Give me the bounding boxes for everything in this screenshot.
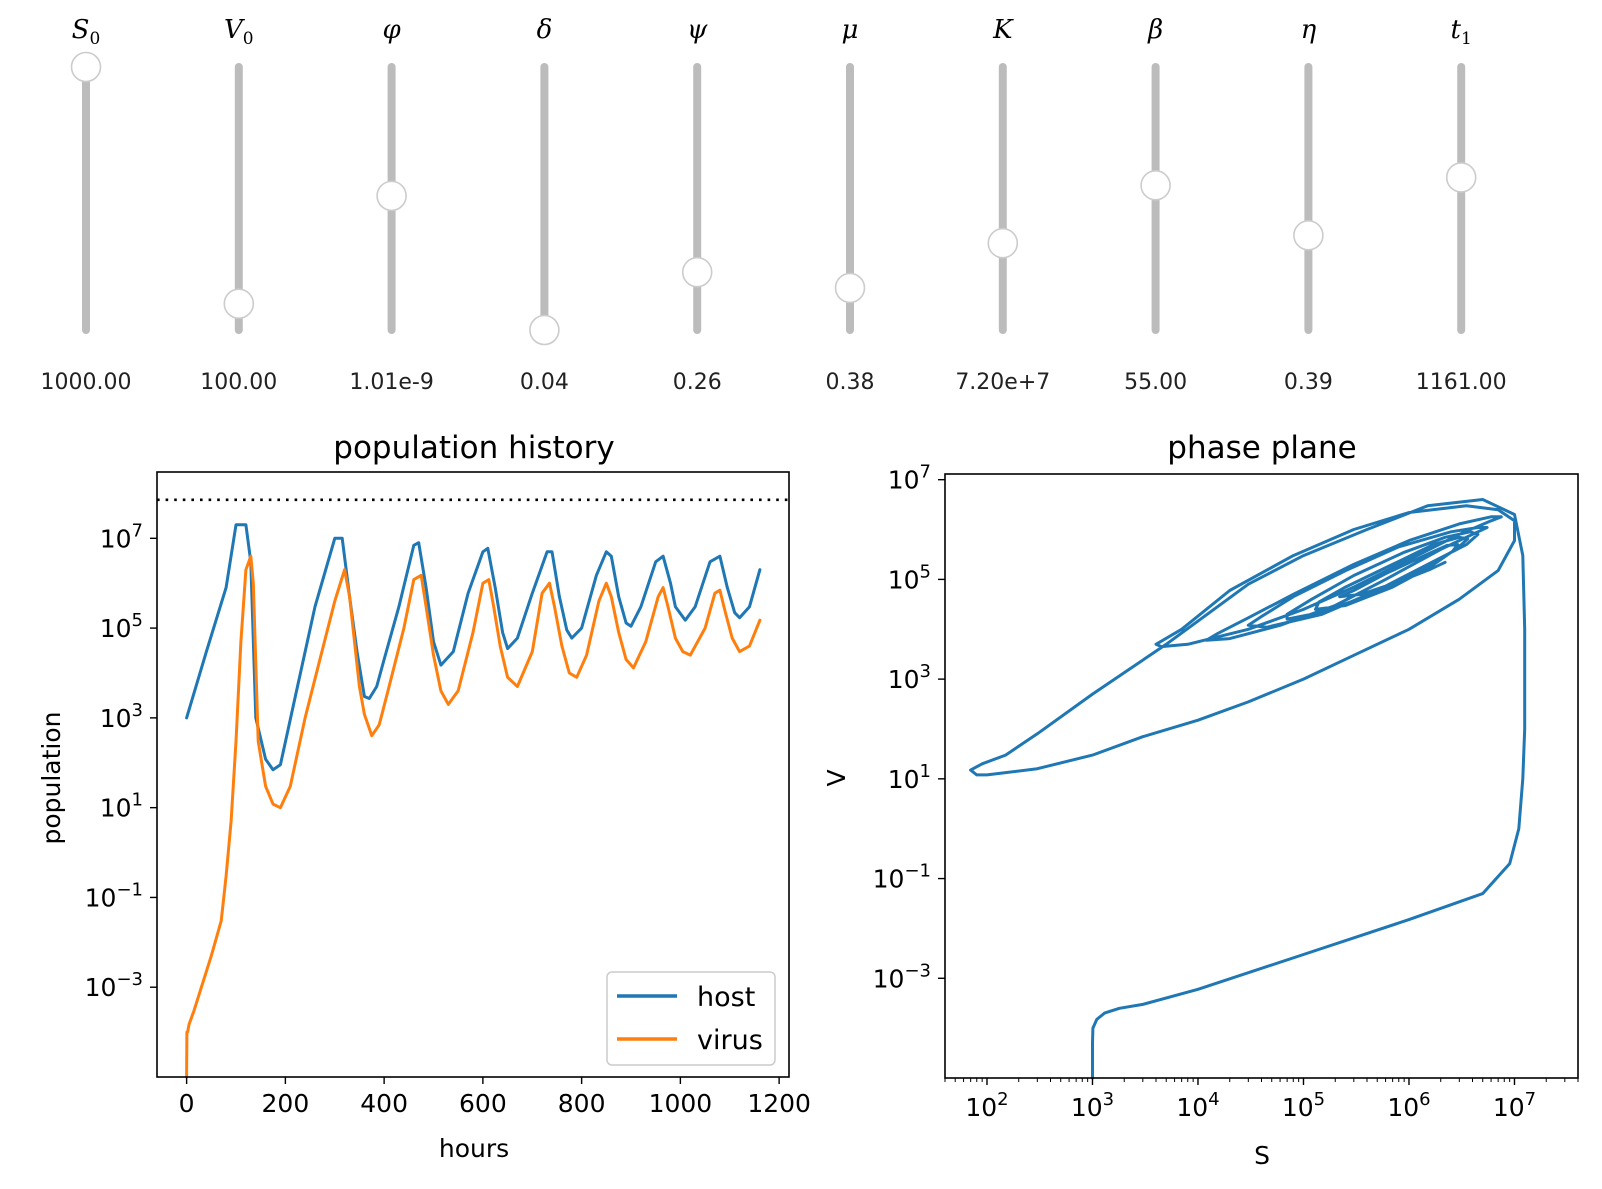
slider[interactable]: t1 1161.00 <box>1416 15 1507 395</box>
slider[interactable]: β 55.00 <box>1124 15 1187 395</box>
chart-title: phase plane <box>1167 430 1356 466</box>
slider[interactable]: K 7.20e+7 <box>955 15 1050 395</box>
slider-symbol: β <box>1147 15 1163 45</box>
slider-value: 55.00 <box>1124 370 1187 395</box>
tick-label: 104 <box>1176 1089 1219 1122</box>
slider-symbol: S0 <box>72 15 101 49</box>
parameter-sliders: S0 1000.00 V0 100.00 φ 1.01e-9 δ 0.04 ψ 0.26 μ 0.38… <box>41 15 1507 395</box>
x-axis-label: S <box>1254 1141 1270 1170</box>
y-axis-ticks: 107 105 103 101 10−1 10−3 <box>873 462 945 993</box>
tick-label: 10−1 <box>873 861 931 894</box>
plot-area <box>157 498 789 1079</box>
slider[interactable]: V0 100.00 <box>200 15 277 395</box>
slider-symbol-subscript: 1 <box>1461 29 1472 49</box>
tick-label: 103 <box>888 661 931 694</box>
slider-value: 0.39 <box>1284 370 1333 395</box>
tick-label: 107 <box>888 462 931 495</box>
phase-plane-chart: phase plane 102 103 104 105 106 107 107 105 103… <box>822 430 1579 1170</box>
tick-label: 0 <box>179 1089 195 1118</box>
tick-label: 105 <box>888 561 931 594</box>
tick-label: 103 <box>1071 1089 1114 1122</box>
population-history-chart: population history 0 200 400 600 800 1000 1200… <box>37 430 811 1163</box>
slider-symbol: V0 <box>224 15 254 49</box>
tick-label: 1200 <box>747 1089 811 1118</box>
slider-value: 0.04 <box>520 370 569 395</box>
y-axis-ticks: 107 105 103 101 10−1 10−3 <box>85 520 157 1002</box>
slider-handle[interactable] <box>70 51 102 83</box>
slider-value: 100.00 <box>200 370 277 395</box>
slider-handle[interactable] <box>681 256 713 288</box>
slider[interactable]: δ 0.04 <box>520 15 569 395</box>
x-axis-ticks: 0 200 400 600 800 1000 1200 <box>179 1077 811 1118</box>
tick-label: 101 <box>888 761 931 794</box>
slider-symbol: μ <box>842 15 859 45</box>
slider-symbol-subscript: 0 <box>243 29 254 49</box>
slider-symbol: η <box>1301 15 1317 45</box>
slider-handle[interactable] <box>1445 162 1477 193</box>
tick-label: 600 <box>459 1089 507 1118</box>
tick-label: 200 <box>262 1089 310 1118</box>
tick-label: 103 <box>100 700 143 733</box>
slider-handle[interactable] <box>529 314 560 346</box>
tick-label: 1000 <box>649 1089 713 1118</box>
slider-handle[interactable] <box>987 227 1019 259</box>
series-line-host <box>185 523 762 772</box>
slider-value: 0.26 <box>673 370 722 395</box>
slider-value: 0.38 <box>826 370 875 395</box>
tick-label: 106 <box>1387 1089 1430 1122</box>
legend: host virus <box>606 971 776 1066</box>
tick-label: 10−3 <box>85 969 143 1002</box>
slider-value: 1161.00 <box>1416 370 1507 395</box>
slider-symbol: K <box>992 15 1014 45</box>
tick-label: 107 <box>100 520 143 553</box>
legend-host-label: host <box>697 982 755 1013</box>
slider[interactable]: S0 1000.00 <box>41 15 132 395</box>
tick-label: 800 <box>558 1089 606 1118</box>
slider-handle[interactable] <box>834 272 866 304</box>
slider-symbol: δ <box>537 15 553 45</box>
series-line-trajectory <box>969 498 1527 1080</box>
tick-label: 400 <box>360 1089 408 1118</box>
x-axis-label: hours <box>439 1134 509 1163</box>
x-axis-ticks: 102 103 104 105 106 107 <box>944 1078 1579 1122</box>
slider-symbol-subscript: 0 <box>89 29 100 49</box>
tick-label: 105 <box>100 610 143 643</box>
chart-title: population history <box>333 430 614 466</box>
tick-label: 107 <box>1493 1089 1536 1122</box>
slider-handle[interactable] <box>376 180 407 212</box>
slider[interactable]: ψ 0.26 <box>673 15 722 395</box>
axes-frame <box>156 471 790 1078</box>
tick-label: 105 <box>1282 1089 1325 1122</box>
slider-value: 1000.00 <box>41 370 132 395</box>
slider[interactable]: η 0.39 <box>1284 15 1333 395</box>
slider-handle[interactable] <box>1293 220 1324 251</box>
slider-symbol: t1 <box>1451 15 1472 49</box>
slider-handle[interactable] <box>223 288 255 320</box>
y-axis-label: V <box>822 769 851 786</box>
slider-symbol: φ <box>382 15 401 45</box>
axes-frame <box>944 473 1579 1079</box>
tick-label: 101 <box>100 790 143 823</box>
legend-virus-label: virus <box>697 1025 763 1056</box>
slider-value: 7.20e+7 <box>955 370 1050 395</box>
series-line-virus <box>185 554 762 1079</box>
y-axis-label: population <box>37 711 66 844</box>
slider[interactable]: φ 1.01e-9 <box>349 15 433 395</box>
tick-label: 10−3 <box>873 960 931 993</box>
slider-value: 1.01e-9 <box>349 370 433 395</box>
slider-handle[interactable] <box>1140 170 1171 201</box>
tick-label: 10−1 <box>85 879 143 912</box>
tick-label: 102 <box>965 1089 1008 1122</box>
plot-area <box>969 498 1527 1080</box>
slider[interactable]: μ 0.38 <box>826 15 875 395</box>
slider-symbol: ψ <box>687 15 708 45</box>
